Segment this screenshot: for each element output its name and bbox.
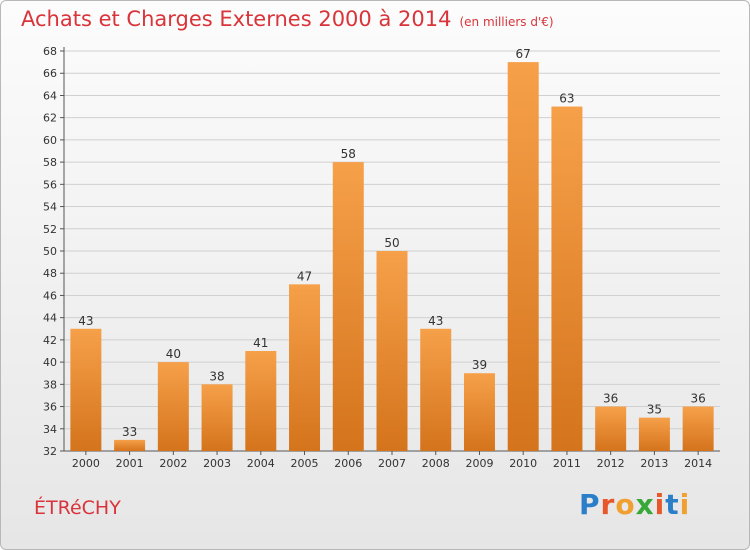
y-tick-label: 38 (43, 378, 57, 391)
bar (157, 362, 189, 451)
bar (595, 406, 627, 451)
brand-letter: r (600, 488, 616, 521)
brand-letter: o (615, 488, 636, 521)
x-tick-label: 2013 (640, 457, 668, 470)
y-tick-label: 36 (43, 401, 57, 414)
data-label: 50 (384, 236, 399, 250)
x-tick-label: 2010 (509, 457, 537, 470)
x-tick-label: 2004 (247, 457, 275, 470)
bar (551, 106, 583, 452)
x-tick-label: 2002 (159, 457, 187, 470)
x-tick-label: 2005 (291, 457, 319, 470)
y-tick-label: 42 (43, 334, 57, 347)
bar (245, 351, 277, 451)
data-label: 63 (559, 92, 574, 106)
bar (332, 162, 364, 451)
chart-title: Achats et Charges Externes 2000 à 2014 (e… (21, 7, 554, 31)
y-tick-label: 40 (43, 356, 57, 369)
y-tick-label: 46 (43, 289, 57, 302)
data-label: 41 (253, 336, 268, 350)
data-label: 36 (603, 392, 618, 406)
y-tick-label: 60 (43, 134, 57, 147)
y-tick-label: 68 (43, 45, 57, 58)
data-label: 40 (166, 347, 181, 361)
data-label: 47 (297, 269, 312, 283)
data-label: 38 (209, 369, 224, 383)
y-tick-label: 56 (43, 178, 57, 191)
x-tick-label: 2007 (378, 457, 406, 470)
x-tick-label: 2011 (553, 457, 581, 470)
bar (682, 406, 714, 451)
title-text: Achats et Charges Externes 2000 à 2014 (21, 7, 452, 31)
y-tick-label: 32 (43, 445, 57, 458)
data-label: 67 (516, 47, 531, 61)
y-tick-label: 54 (43, 201, 57, 214)
y-tick-label: 52 (43, 223, 57, 236)
bar (201, 384, 233, 451)
data-label: 43 (428, 314, 443, 328)
x-tick-label: 2000 (72, 457, 100, 470)
y-tick-label: 34 (43, 423, 57, 436)
bar (420, 328, 452, 451)
y-tick-label: 48 (43, 267, 57, 280)
data-label: 39 (472, 358, 487, 372)
bar (376, 251, 408, 451)
bar (289, 284, 321, 451)
brand-letter: P (579, 488, 601, 521)
data-label: 43 (78, 314, 93, 328)
x-tick-label: 2001 (116, 457, 144, 470)
bar (638, 417, 670, 451)
y-tick-label: 44 (43, 312, 57, 325)
data-label: 33 (122, 425, 137, 439)
chart-subtitle: (en milliers d'€) (459, 15, 554, 29)
y-tick-label: 58 (43, 156, 57, 169)
x-tick-label: 2012 (597, 457, 625, 470)
brand-letter: t (665, 488, 680, 521)
x-tick-label: 2008 (422, 457, 450, 470)
brand-letter: x (635, 488, 655, 521)
y-tick-label: 64 (43, 89, 57, 102)
data-label: 36 (690, 392, 705, 406)
bar (70, 328, 102, 451)
x-tick-label: 2009 (465, 457, 493, 470)
y-tick-label: 50 (43, 245, 57, 258)
commune-name: ÉTRéCHY (34, 497, 121, 519)
x-tick-label: 2014 (684, 457, 712, 470)
brand-letter: i (654, 488, 666, 521)
x-tick-label: 2003 (203, 457, 231, 470)
x-tick-label: 2006 (334, 457, 362, 470)
data-label: 35 (647, 403, 662, 417)
y-tick-label: 66 (43, 67, 57, 80)
proxiti-logo: Proxiti (579, 488, 690, 521)
data-label: 58 (341, 147, 356, 161)
brand-letter: i (679, 488, 691, 521)
bar (114, 439, 146, 451)
y-tick-label: 62 (43, 112, 57, 125)
bar (507, 62, 539, 451)
bar (463, 373, 495, 451)
